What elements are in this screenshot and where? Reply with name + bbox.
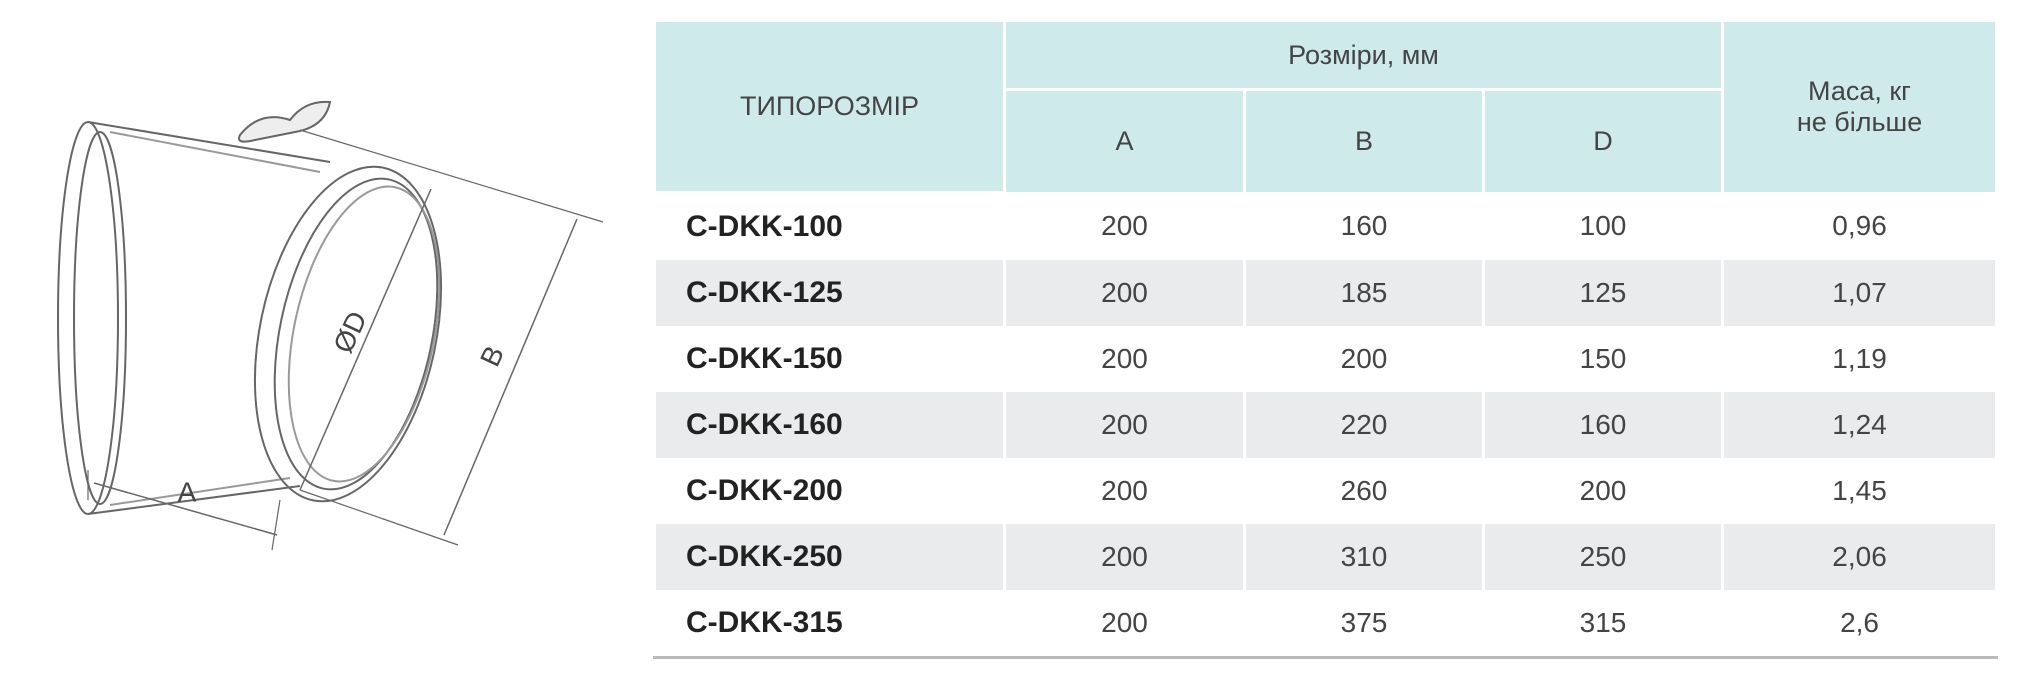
- value-cell: 310: [1243, 523, 1485, 590]
- dimension-a: [93, 482, 278, 536]
- value-cell: 150: [1481, 325, 1725, 392]
- body-outline: [87, 121, 331, 515]
- value-cell: 260: [1243, 457, 1485, 524]
- table-row: C-DKK-150 200 200 150 1,19: [653, 325, 1999, 392]
- value-cell: 315: [1481, 589, 1725, 659]
- header-col: A: [1003, 89, 1246, 192]
- value-cell: 1,24: [1721, 391, 1999, 458]
- header-mass-line: Маса, кг: [1808, 76, 1912, 106]
- model-cell: C-DKK-200: [653, 457, 1006, 524]
- value-cell: 220: [1243, 391, 1485, 458]
- table-row: C-DKK-250 200 310 250 2,06: [653, 523, 1999, 590]
- left-ring: [73, 131, 127, 505]
- value-cell: 185: [1243, 259, 1485, 326]
- value-cell: 2,06: [1721, 523, 1999, 590]
- model-cell: C-DKK-150: [653, 325, 1006, 392]
- dimension-d: [299, 188, 432, 491]
- body-groove: [109, 131, 321, 506]
- table-row: C-DKK-315 200 375 315 2,6: [653, 589, 1999, 659]
- value-cell: 200: [1003, 523, 1246, 590]
- value-cell: 375: [1243, 589, 1485, 659]
- header-col: D: [1481, 89, 1725, 192]
- value-cell: 250: [1481, 523, 1725, 590]
- left-rim: [57, 121, 119, 515]
- spec-table: ТИПОРОЗМІР Розміри, мм Маса, кг не більше…: [653, 22, 1999, 659]
- value-cell: 200: [1003, 325, 1246, 392]
- label-d: ØD: [327, 307, 373, 358]
- value-cell: 200: [1243, 325, 1485, 392]
- model-cell: C-DKK-250: [653, 523, 1006, 590]
- value-cell: 200: [1481, 457, 1725, 524]
- value-cell: 160: [1243, 192, 1485, 260]
- value-cell: 2,6: [1721, 589, 1999, 659]
- header-mass: Маса, кг не більше: [1721, 22, 1999, 192]
- extension-line: [87, 470, 281, 551]
- header-col: B: [1243, 89, 1485, 192]
- value-cell: 1,19: [1721, 325, 1999, 392]
- value-cell: 1,45: [1721, 457, 1999, 524]
- label-a: A: [178, 476, 197, 507]
- value-cell: 160: [1481, 391, 1725, 458]
- wing-nut: [238, 100, 332, 143]
- header-model: ТИПОРОЗМІР: [653, 22, 1006, 194]
- front-rim: [253, 165, 443, 503]
- table-row: C-DKK-200 200 260 200 1,45: [653, 457, 1999, 524]
- value-cell: 200: [1003, 391, 1246, 458]
- value-cell: 200: [1003, 192, 1246, 260]
- extension-line: [299, 129, 604, 223]
- table-row: C-DKK-100 200 160 100 0,96: [653, 192, 1999, 260]
- extension-line: [299, 489, 459, 546]
- damper-drawing: A B ØD: [57, 100, 604, 551]
- front-opening: [287, 185, 441, 483]
- value-cell: 125: [1481, 259, 1725, 326]
- model-cell: C-DKK-100: [653, 192, 1006, 260]
- value-cell: 200: [1003, 259, 1246, 326]
- front-ring: [273, 177, 439, 491]
- header-mass-line: не більше: [1796, 107, 1923, 137]
- dimension-b: [443, 218, 578, 536]
- table-row: C-DKK-125 200 185 125 1,07: [653, 259, 1999, 326]
- value-cell: 100: [1481, 192, 1725, 260]
- value-cell: 0,96: [1721, 192, 1999, 260]
- header-sizes: Розміри, мм: [1002, 22, 1725, 91]
- value-cell: 1,07: [1721, 259, 1999, 326]
- model-cell: C-DKK-315: [653, 589, 1006, 659]
- model-cell: C-DKK-160: [653, 391, 1006, 458]
- label-b: B: [474, 341, 510, 371]
- table-row: C-DKK-160 200 220 160 1,24: [653, 391, 1999, 458]
- value-cell: 200: [1003, 457, 1246, 524]
- model-cell: C-DKK-125: [653, 259, 1006, 326]
- value-cell: 200: [1003, 589, 1246, 659]
